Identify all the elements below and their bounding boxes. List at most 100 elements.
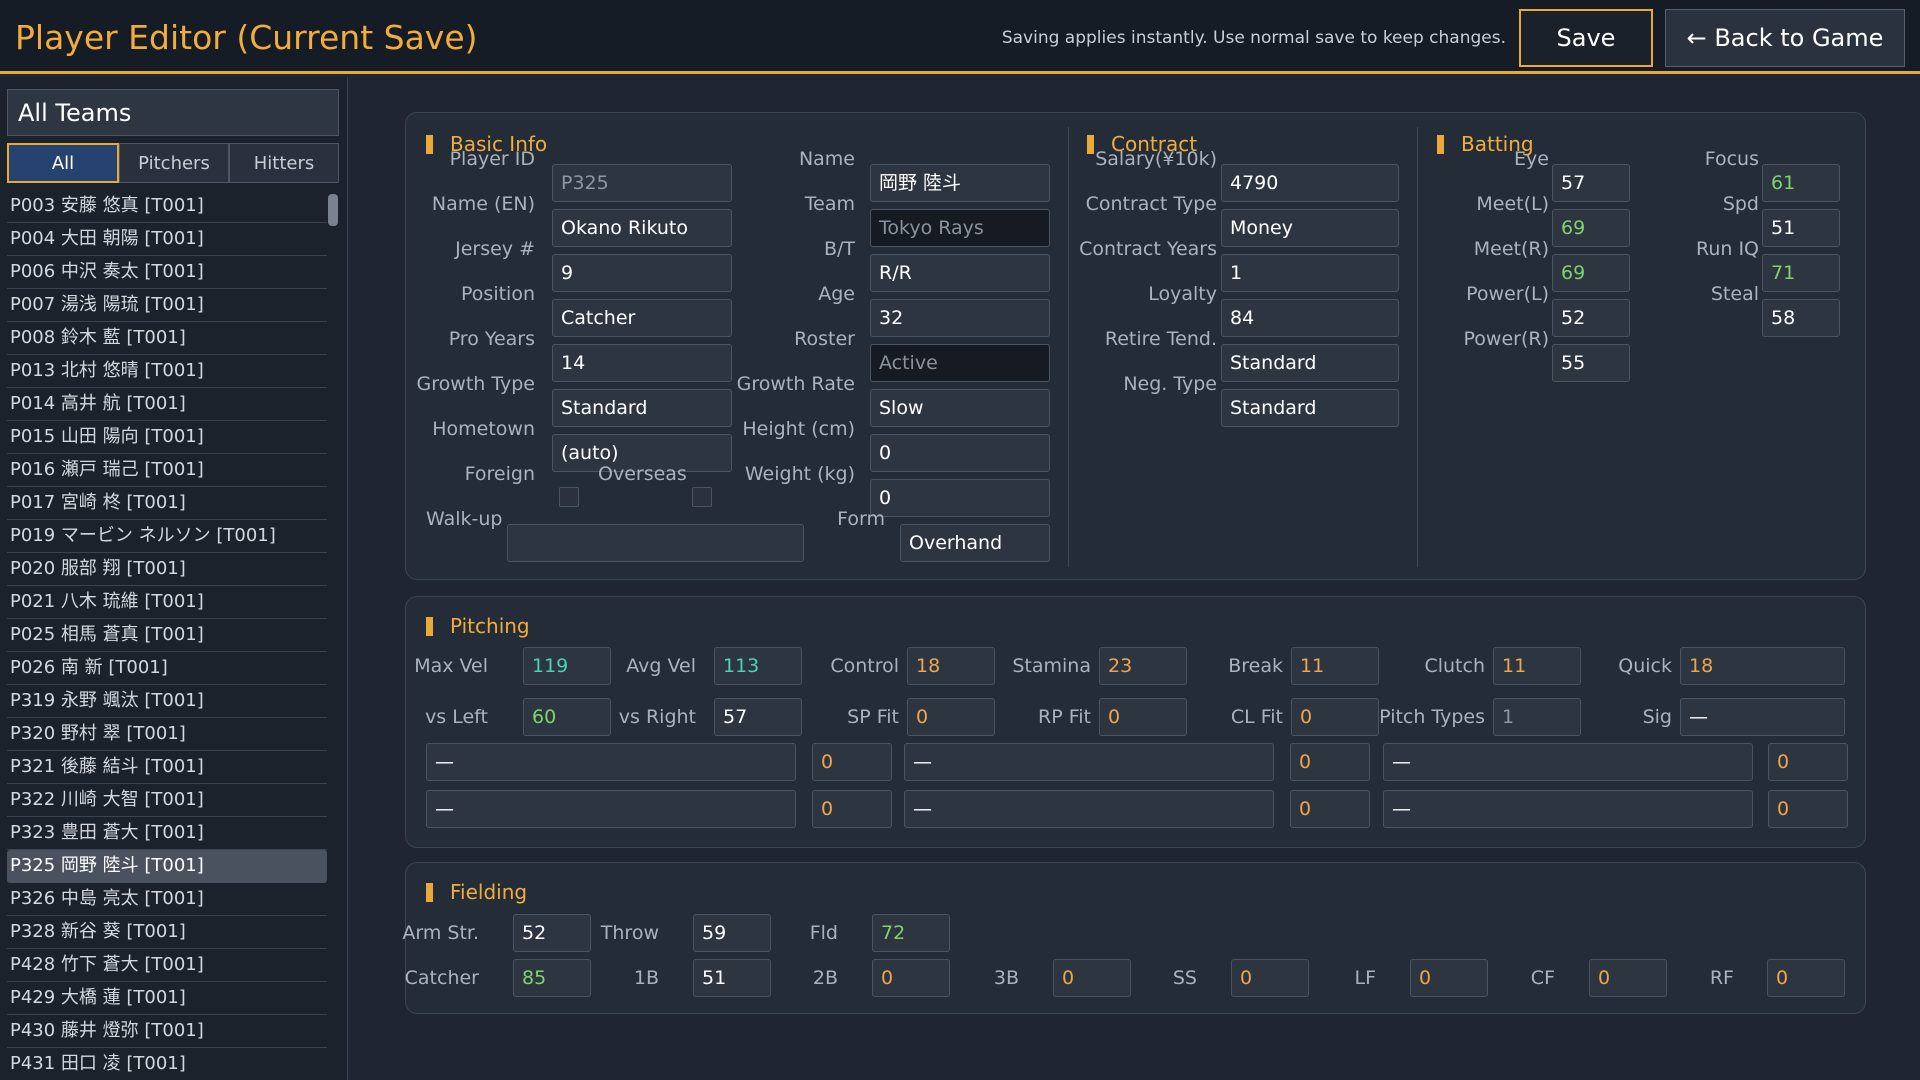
player-list-item[interactable]: P019 マービン ネルソン [T001] <box>7 520 327 553</box>
pitch-types-field[interactable]: 1 <box>1493 698 1581 736</box>
run-iq-field[interactable]: 71 <box>1762 254 1840 292</box>
player-list-item[interactable]: P021 八木 琉維 [T001] <box>7 586 327 619</box>
center-field-field[interactable]: 0 <box>1589 959 1667 997</box>
player-list-item[interactable]: P016 瀬戸 瑞己 [T001] <box>7 454 327 487</box>
throw-field[interactable]: 59 <box>693 914 771 952</box>
hometown-field[interactable]: (auto) <box>552 434 732 472</box>
player-list-item[interactable]: P008 鈴木 藍 [T001] <box>7 322 327 355</box>
stamina-field[interactable]: 23 <box>1099 647 1187 685</box>
position-field[interactable]: Catcher <box>552 299 732 337</box>
focus-field[interactable]: 61 <box>1762 164 1840 202</box>
contract-years-field[interactable]: 1 <box>1221 254 1399 292</box>
height-field[interactable]: 0 <box>870 434 1050 472</box>
third-base-field[interactable]: 0 <box>1053 959 1131 997</box>
name-field[interactable]: 岡野 陸斗 <box>870 164 1050 202</box>
steal-field[interactable]: 58 <box>1762 299 1840 337</box>
player-list[interactable]: P003 安藤 悠真 [T001] P004 大田 朝陽 [T001] P006… <box>7 190 327 1080</box>
control-field[interactable]: 18 <box>907 647 995 685</box>
player-list-item[interactable]: P321 後藤 結斗 [T001] <box>7 751 327 784</box>
jersey-field[interactable]: 9 <box>552 254 732 292</box>
player-list-item[interactable]: P026 南 新 [T001] <box>7 652 327 685</box>
foreign-checkbox[interactable] <box>559 487 579 507</box>
name-en-field[interactable]: Okano Rikuto <box>552 209 732 247</box>
age-field[interactable]: 32 <box>870 299 1050 337</box>
sig-field[interactable]: — <box>1680 698 1845 736</box>
player-list-item[interactable]: P429 大橋 蓮 [T001] <box>7 982 327 1015</box>
vs-left-field[interactable]: 60 <box>523 698 611 736</box>
growth-rate-field[interactable]: Slow <box>870 389 1050 427</box>
player-list-item[interactable]: P430 藤井 燈弥 [T001] <box>7 1015 327 1048</box>
pitch-slot-name[interactable]: — <box>426 790 796 828</box>
player-id-field[interactable]: P325 <box>552 164 732 202</box>
player-list-item-selected[interactable]: P325 岡野 陸斗 [T001] <box>7 850 327 883</box>
vs-right-field[interactable]: 57 <box>714 698 802 736</box>
save-button[interactable]: Save <box>1519 9 1653 67</box>
pitch-slot-value[interactable]: 0 <box>812 790 892 828</box>
rp-fit-field[interactable]: 0 <box>1099 698 1187 736</box>
player-list-item[interactable]: P004 大田 朝陽 [T001] <box>7 223 327 256</box>
walkup-field[interactable] <box>507 524 804 562</box>
shortstop-field[interactable]: 0 <box>1231 959 1309 997</box>
player-list-item[interactable]: P322 川崎 大智 [T001] <box>7 784 327 817</box>
pitch-slot-value[interactable]: 0 <box>1768 743 1848 781</box>
retire-tend-field[interactable]: Standard <box>1221 344 1399 382</box>
scrollbar-thumb[interactable] <box>328 194 338 226</box>
contract-type-field[interactable]: Money <box>1221 209 1399 247</box>
form-field[interactable]: Overhand <box>900 524 1050 562</box>
player-list-item[interactable]: P014 高井 航 [T001] <box>7 388 327 421</box>
fld-field[interactable]: 72 <box>872 914 950 952</box>
quick-field[interactable]: 18 <box>1680 647 1845 685</box>
max-vel-field[interactable]: 119 <box>523 647 611 685</box>
pitch-slot-name[interactable]: — <box>904 790 1274 828</box>
player-list-item[interactable]: P003 安藤 悠真 [T001] <box>7 190 327 223</box>
weight-field[interactable]: 0 <box>870 479 1050 517</box>
bt-field[interactable]: R/R <box>870 254 1050 292</box>
player-list-item[interactable]: P015 山田 陽向 [T001] <box>7 421 327 454</box>
growth-type-field[interactable]: Standard <box>552 389 732 427</box>
power-r-field[interactable]: 55 <box>1552 344 1630 382</box>
cl-fit-field[interactable]: 0 <box>1291 698 1379 736</box>
player-list-item[interactable]: P428 竹下 蒼大 [T001] <box>7 949 327 982</box>
pitch-slot-name[interactable]: — <box>426 743 796 781</box>
meet-r-field[interactable]: 69 <box>1552 254 1630 292</box>
left-field-field[interactable]: 0 <box>1410 959 1488 997</box>
filter-all-tab[interactable]: All <box>7 143 119 183</box>
second-base-field[interactable]: 0 <box>872 959 950 997</box>
first-base-field[interactable]: 51 <box>693 959 771 997</box>
meet-l-field[interactable]: 69 <box>1552 209 1630 247</box>
filter-hitters-tab[interactable]: Hitters <box>229 143 339 183</box>
player-list-item[interactable]: P320 野村 翠 [T001] <box>7 718 327 751</box>
power-l-field[interactable]: 52 <box>1552 299 1630 337</box>
player-list-item[interactable]: P013 北村 悠晴 [T001] <box>7 355 327 388</box>
sp-fit-field[interactable]: 0 <box>907 698 995 736</box>
player-list-item[interactable]: P017 宮崎 柊 [T001] <box>7 487 327 520</box>
loyalty-field[interactable]: 84 <box>1221 299 1399 337</box>
pitch-slot-value[interactable]: 0 <box>812 743 892 781</box>
team-select[interactable]: All Teams <box>7 89 339 136</box>
player-list-item[interactable]: P431 田口 凌 [T001] <box>7 1048 327 1080</box>
player-list-item[interactable]: P007 湯浅 陽琉 [T001] <box>7 289 327 322</box>
pitch-slot-name[interactable]: — <box>1383 790 1753 828</box>
pitch-slot-value[interactable]: 0 <box>1290 743 1370 781</box>
player-list-item[interactable]: P319 永野 颯汰 [T001] <box>7 685 327 718</box>
neg-type-field[interactable]: Standard <box>1221 389 1399 427</box>
pitch-slot-name[interactable]: — <box>1383 743 1753 781</box>
spd-field[interactable]: 51 <box>1762 209 1840 247</box>
player-list-item[interactable]: P025 相馬 蒼真 [T001] <box>7 619 327 652</box>
pitch-slot-value[interactable]: 0 <box>1768 790 1848 828</box>
right-field-field[interactable]: 0 <box>1767 959 1845 997</box>
filter-pitchers-tab[interactable]: Pitchers <box>119 143 229 183</box>
player-list-item[interactable]: P020 服部 翔 [T001] <box>7 553 327 586</box>
avg-vel-field[interactable]: 113 <box>714 647 802 685</box>
overseas-checkbox[interactable] <box>692 487 712 507</box>
back-to-game-button[interactable]: ← Back to Game <box>1665 9 1905 67</box>
clutch-field[interactable]: 11 <box>1493 647 1581 685</box>
player-list-item[interactable]: P323 豊田 蒼大 [T001] <box>7 817 327 850</box>
arm-strength-field[interactable]: 52 <box>513 914 591 952</box>
player-list-scrollbar[interactable] <box>328 190 339 1080</box>
player-list-item[interactable]: P326 中島 亮太 [T001] <box>7 883 327 916</box>
catcher-field[interactable]: 85 <box>513 959 591 997</box>
salary-field[interactable]: 4790 <box>1221 164 1399 202</box>
pro-years-field[interactable]: 14 <box>552 344 732 382</box>
pitch-slot-value[interactable]: 0 <box>1290 790 1370 828</box>
